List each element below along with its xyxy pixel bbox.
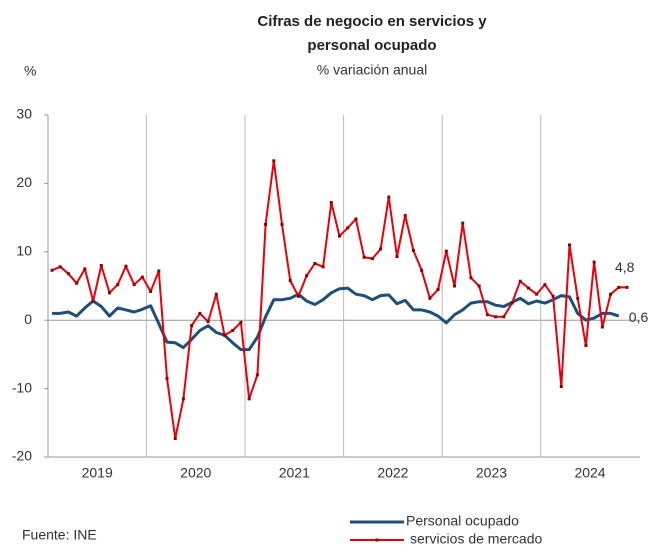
point: [132, 283, 136, 287]
chart-subtitle: % variación anual: [317, 62, 428, 78]
point: [149, 289, 153, 293]
x-tick-label: 2024: [574, 465, 605, 481]
point: [305, 274, 309, 278]
point: [239, 320, 243, 324]
point: [354, 217, 358, 221]
point: [617, 285, 621, 289]
point: [510, 301, 514, 305]
point: [313, 261, 317, 265]
y-tick-label: 20: [16, 174, 32, 190]
point: [75, 281, 79, 285]
point: [411, 248, 415, 252]
point: [296, 294, 300, 298]
legend-marker: [375, 538, 379, 542]
point: [214, 292, 218, 296]
y-tick-label: 30: [16, 106, 32, 122]
point: [190, 324, 194, 328]
point: [264, 222, 268, 226]
end-label: 4,8: [615, 259, 635, 275]
y-axis-label: %: [24, 63, 36, 79]
point: [91, 299, 95, 303]
point: [461, 221, 465, 225]
point: [526, 286, 530, 290]
y-tick-label: -10: [12, 379, 32, 395]
point: [485, 313, 489, 317]
point: [280, 222, 284, 226]
point: [231, 328, 235, 332]
point: [592, 260, 596, 264]
point: [518, 279, 522, 283]
point: [469, 276, 473, 280]
point: [568, 243, 571, 247]
point: [108, 291, 111, 295]
point: [453, 284, 456, 288]
point: [338, 234, 341, 238]
point: [58, 265, 62, 269]
point: [165, 376, 169, 380]
point: [140, 275, 144, 279]
point: [477, 284, 481, 288]
point: [346, 226, 350, 230]
end-label: 0,6: [629, 309, 649, 325]
point: [50, 268, 54, 272]
point: [362, 255, 366, 259]
point: [173, 437, 177, 441]
y-tick-label: 0: [24, 311, 32, 327]
point: [99, 263, 103, 267]
point: [272, 159, 276, 163]
x-tick-label: 2019: [82, 465, 113, 481]
point: [321, 265, 325, 269]
point: [255, 373, 259, 377]
point: [206, 320, 210, 324]
source: Fuente: INE: [22, 527, 97, 543]
point: [403, 214, 407, 218]
point: [543, 283, 547, 287]
point: [600, 325, 604, 329]
x-tick-label: 2023: [476, 465, 507, 481]
point: [329, 201, 333, 205]
point: [576, 296, 580, 300]
y-tick-label: 10: [16, 243, 32, 259]
point: [223, 333, 226, 337]
point: [559, 385, 563, 389]
point: [198, 311, 202, 315]
point: [370, 257, 374, 261]
point: [379, 247, 383, 251]
point: [247, 397, 251, 401]
point: [444, 249, 448, 253]
point: [420, 268, 424, 272]
legend-label: Personal ocupado: [406, 513, 519, 529]
legend-label: servicios de mercado: [410, 531, 542, 547]
point: [428, 296, 432, 300]
point: [116, 283, 120, 287]
point: [609, 292, 613, 296]
point: [502, 315, 506, 319]
point: [494, 315, 498, 319]
y-tick-label: -20: [12, 448, 32, 464]
point: [436, 287, 440, 291]
x-tick-label: 2020: [180, 465, 211, 481]
point: [124, 264, 128, 268]
point: [395, 255, 399, 259]
point: [83, 267, 87, 271]
series-line: [52, 286, 620, 352]
point: [181, 397, 185, 401]
point: [157, 269, 161, 273]
point: [625, 285, 629, 289]
point: [66, 272, 70, 276]
x-tick-label: 2022: [377, 465, 408, 481]
x-tick-label: 2021: [279, 465, 310, 481]
chart-title: personal ocupado: [307, 37, 436, 54]
point: [584, 344, 588, 348]
point: [551, 294, 555, 298]
chart-title: Cifras de negocio en servicios y: [257, 13, 487, 30]
point: [288, 279, 292, 283]
point: [387, 195, 391, 199]
point: [535, 292, 539, 296]
